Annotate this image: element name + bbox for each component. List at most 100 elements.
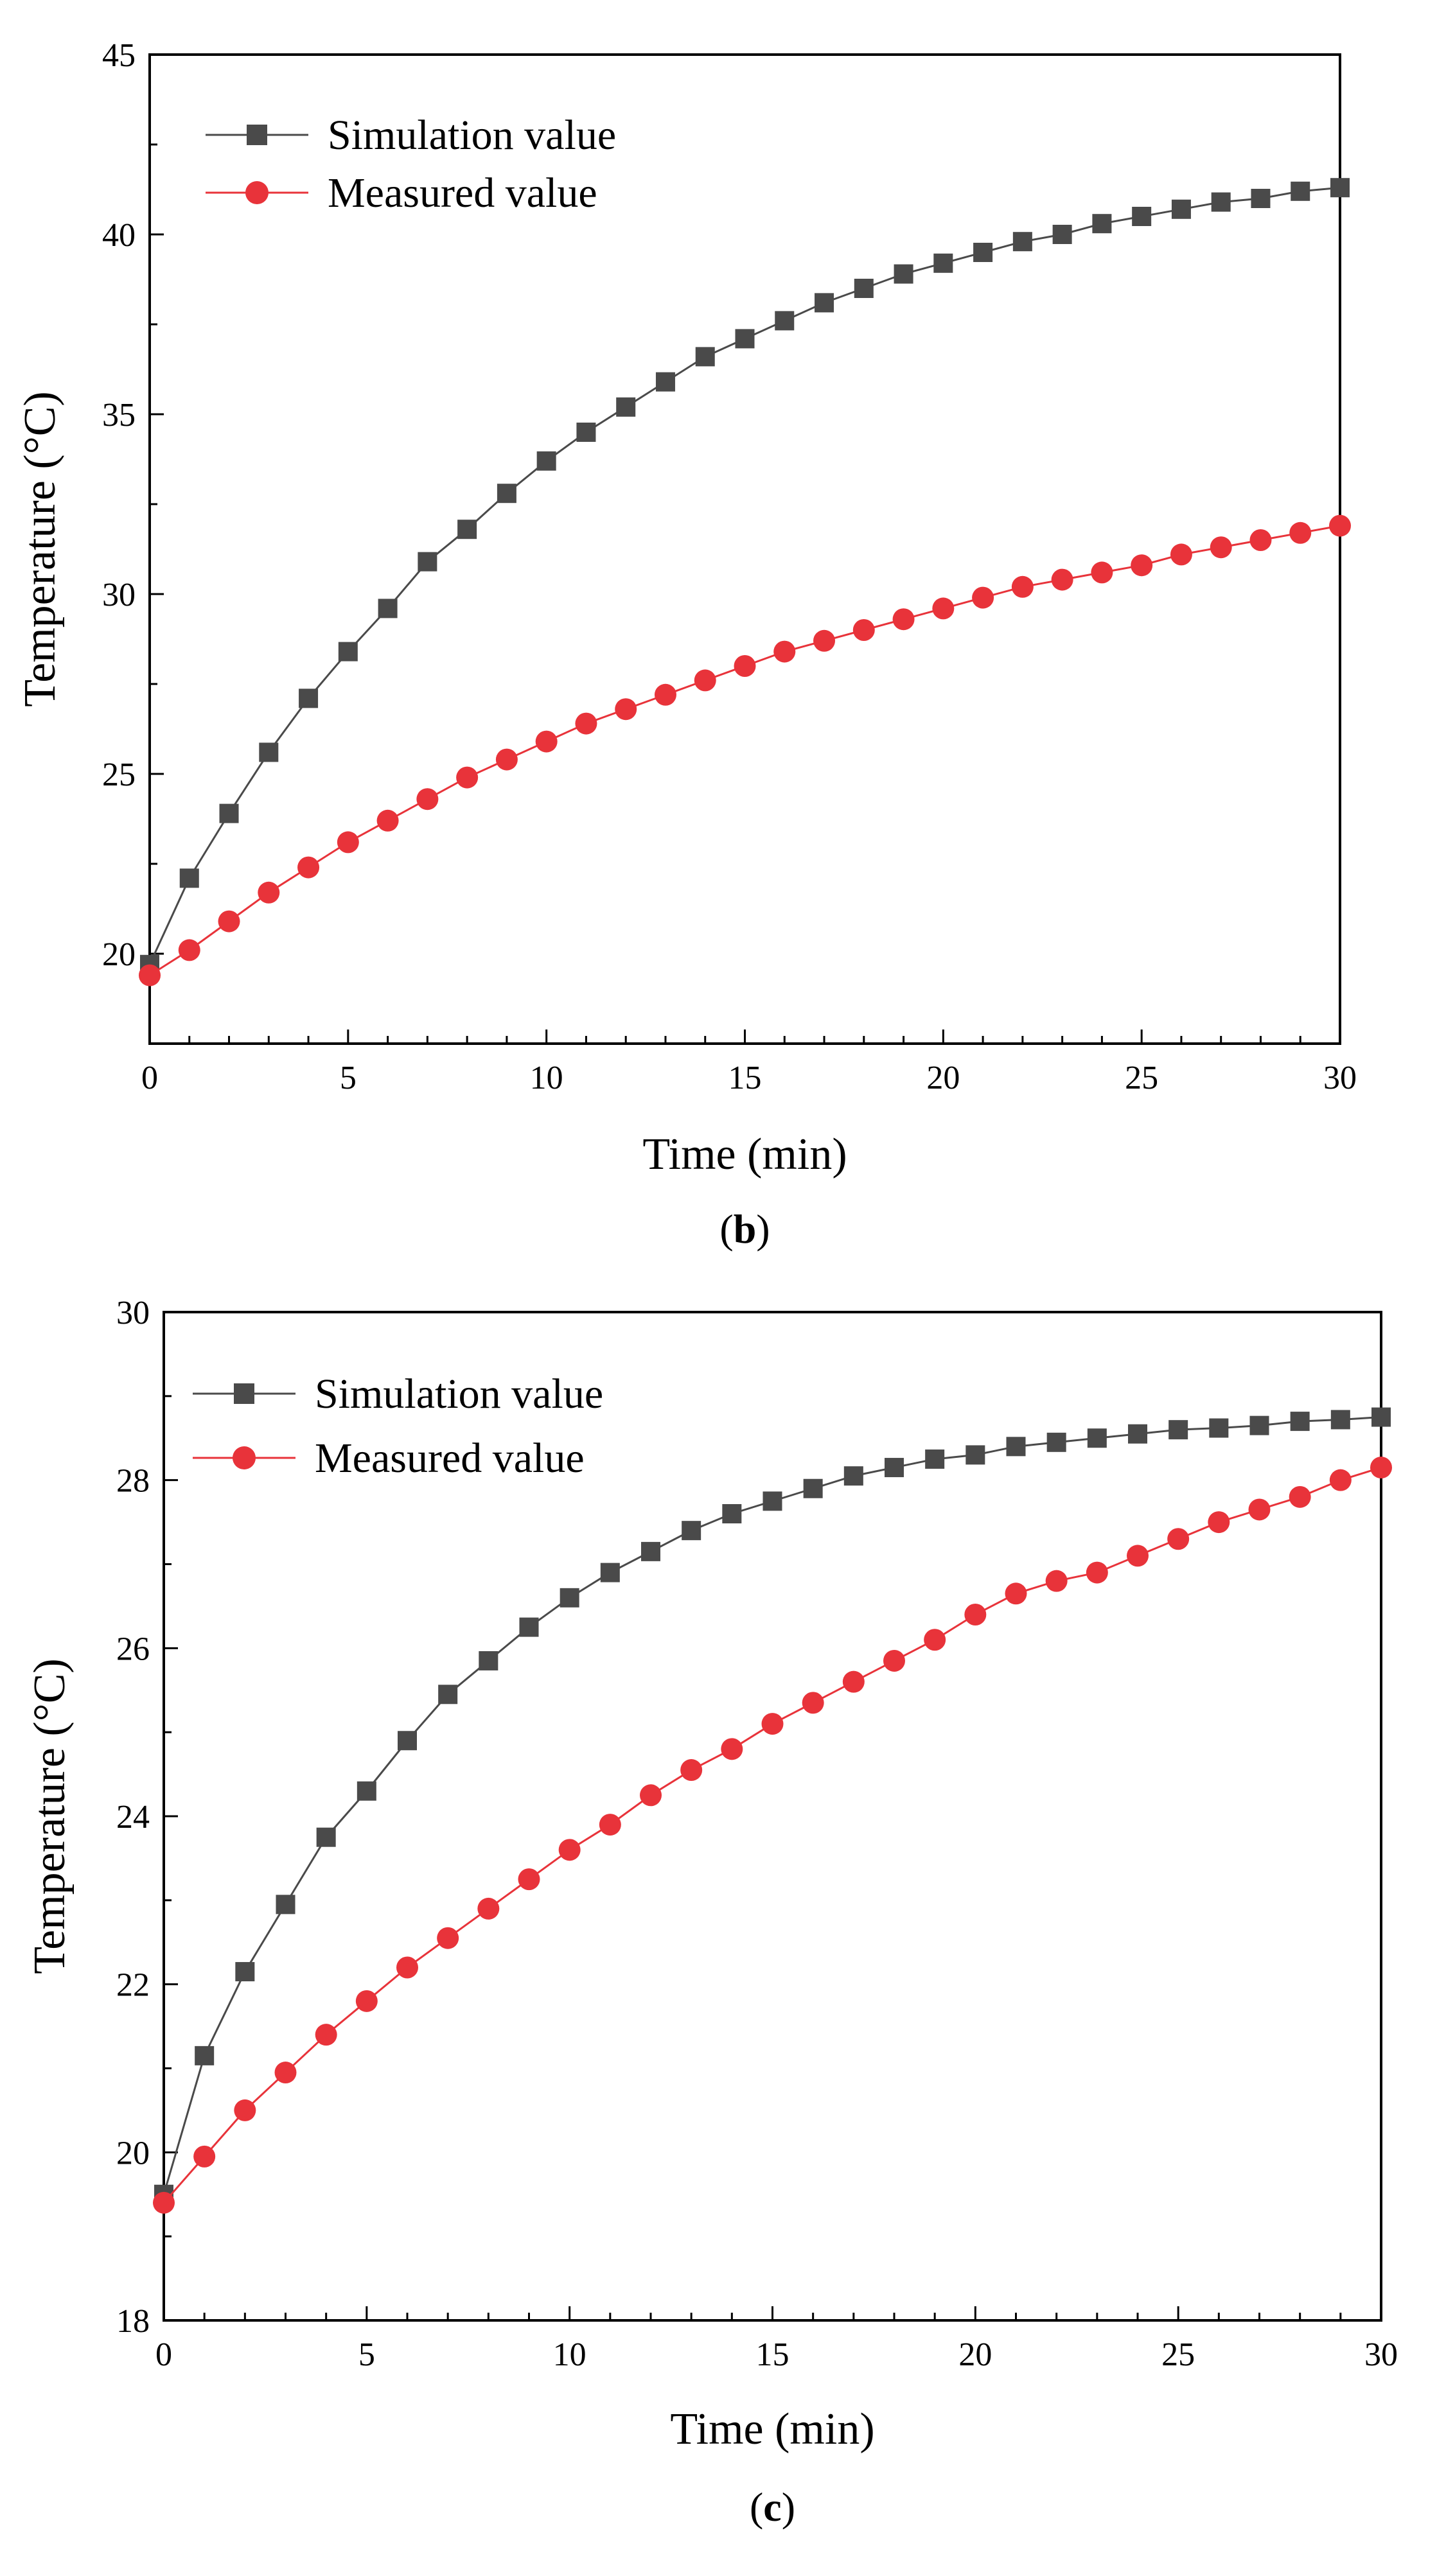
data-point-circle (1289, 1485, 1311, 1508)
data-point-circle (1005, 1582, 1027, 1605)
x-tick-label: 25 (1125, 1060, 1158, 1096)
data-point-square (1209, 1418, 1229, 1438)
data-point-square (885, 1458, 904, 1478)
data-point-circle (1045, 1570, 1068, 1592)
data-point-square (682, 1521, 701, 1541)
data-point-circle (964, 1604, 987, 1625)
data-point-square (235, 1962, 255, 1982)
data-point-circle (274, 2062, 297, 2084)
data-point-circle (1131, 554, 1153, 577)
data-point-circle (234, 2099, 256, 2121)
data-point-square (775, 311, 795, 331)
data-point-circle (640, 1784, 662, 1807)
data-point-square (276, 1895, 295, 1914)
data-point-square (973, 243, 993, 262)
x-tick-label: 20 (926, 1060, 960, 1096)
data-point-square (1087, 1428, 1107, 1448)
series-simulation (140, 178, 1350, 974)
data-point-square (1132, 207, 1152, 226)
legend: Simulation value Measured value (206, 112, 616, 216)
x-tick-label: 0 (141, 1060, 158, 1096)
data-point-circle (924, 1629, 946, 1651)
data-point-square (854, 279, 874, 298)
y-tick-label: 18 (116, 2303, 150, 2340)
data-point-square (1128, 1424, 1147, 1444)
x-tick-label: 25 (1161, 2336, 1195, 2373)
data-point-square (259, 742, 279, 762)
data-point-circle (680, 1759, 703, 1782)
data-point-square (735, 329, 755, 349)
data-point-circle (218, 910, 240, 933)
data-point-square (641, 1541, 660, 1561)
data-point-circle (416, 788, 439, 810)
data-point-circle (575, 712, 597, 735)
data-point-square (195, 2046, 215, 2065)
x-tick-label: 30 (1323, 1060, 1357, 1096)
data-point-circle (761, 1713, 784, 1735)
x-tick-label: 5 (358, 2336, 375, 2373)
panels: 0 5 10 15 20 25 30 20 25 30 35 40 45 Time (min) Temper… (15, 37, 1398, 2530)
data-point-circle (139, 964, 161, 986)
data-point-square (1006, 1437, 1026, 1457)
data-point-square (418, 552, 437, 572)
y-tick-label: 28 (116, 1463, 150, 1500)
data-point-square (894, 264, 913, 284)
x-tick-label: 15 (728, 1060, 762, 1096)
data-point-circle (1249, 529, 1272, 551)
data-point-circle (1091, 561, 1113, 584)
legend-label: Measured value (328, 170, 597, 216)
data-point-circle (1208, 1511, 1230, 1534)
data-point-circle (932, 597, 955, 620)
x-tick-label: 5 (340, 1060, 357, 1096)
legend-label: Measured value (315, 1435, 585, 1482)
y-tick-label: 40 (102, 217, 136, 254)
data-point-square (925, 1449, 945, 1469)
caption-close: ) (756, 1206, 770, 1252)
legend: Simulation value Measured value (193, 1371, 603, 1482)
data-point-circle (258, 881, 280, 904)
data-point-square (338, 642, 358, 662)
data-point-circle (495, 748, 518, 771)
y-tick-label: 35 (102, 397, 136, 434)
data-point-circle (297, 856, 320, 879)
data-point-circle (1170, 543, 1192, 566)
data-point-circle (813, 629, 836, 652)
data-point-circle (883, 1649, 905, 1672)
data-point-circle (773, 640, 796, 663)
data-point-square (378, 599, 398, 618)
data-point-square (655, 372, 675, 392)
data-point-square (1171, 199, 1191, 219)
data-point-square (843, 1466, 863, 1486)
y-tick-label: 20 (116, 2135, 150, 2171)
data-point-square (479, 1651, 498, 1670)
data-point-square (179, 868, 199, 888)
data-point-circle (1127, 1545, 1149, 1567)
data-point-square (1291, 181, 1310, 201)
data-point-circle (456, 766, 479, 789)
x-axis-title: Time (min) (642, 1130, 847, 1179)
data-point-square (1092, 214, 1112, 234)
data-point-square (576, 423, 596, 442)
data-point-circle (721, 1738, 743, 1760)
x-tick-label: 30 (1364, 2336, 1398, 2373)
y-tick-label: 30 (116, 1295, 150, 1331)
data-point-circle (654, 683, 676, 706)
data-point-square (763, 1491, 782, 1511)
data-point-square (1211, 192, 1231, 212)
x-tick-label: 20 (958, 2336, 992, 2373)
legend-marker-square (234, 1383, 254, 1404)
data-point-circle (535, 730, 558, 753)
y-tick-label: 22 (116, 1967, 150, 2004)
data-point-square (438, 1685, 458, 1704)
data-point-circle (396, 1956, 418, 1979)
data-point-circle (355, 1990, 378, 2012)
data-point-circle (558, 1839, 581, 1861)
data-point-square (560, 1588, 579, 1608)
data-point-circle (437, 1927, 459, 1949)
data-point-circle (1329, 514, 1351, 537)
data-point-circle (802, 1692, 824, 1714)
data-point-square (457, 520, 477, 539)
caption-close: ) (782, 2484, 795, 2530)
